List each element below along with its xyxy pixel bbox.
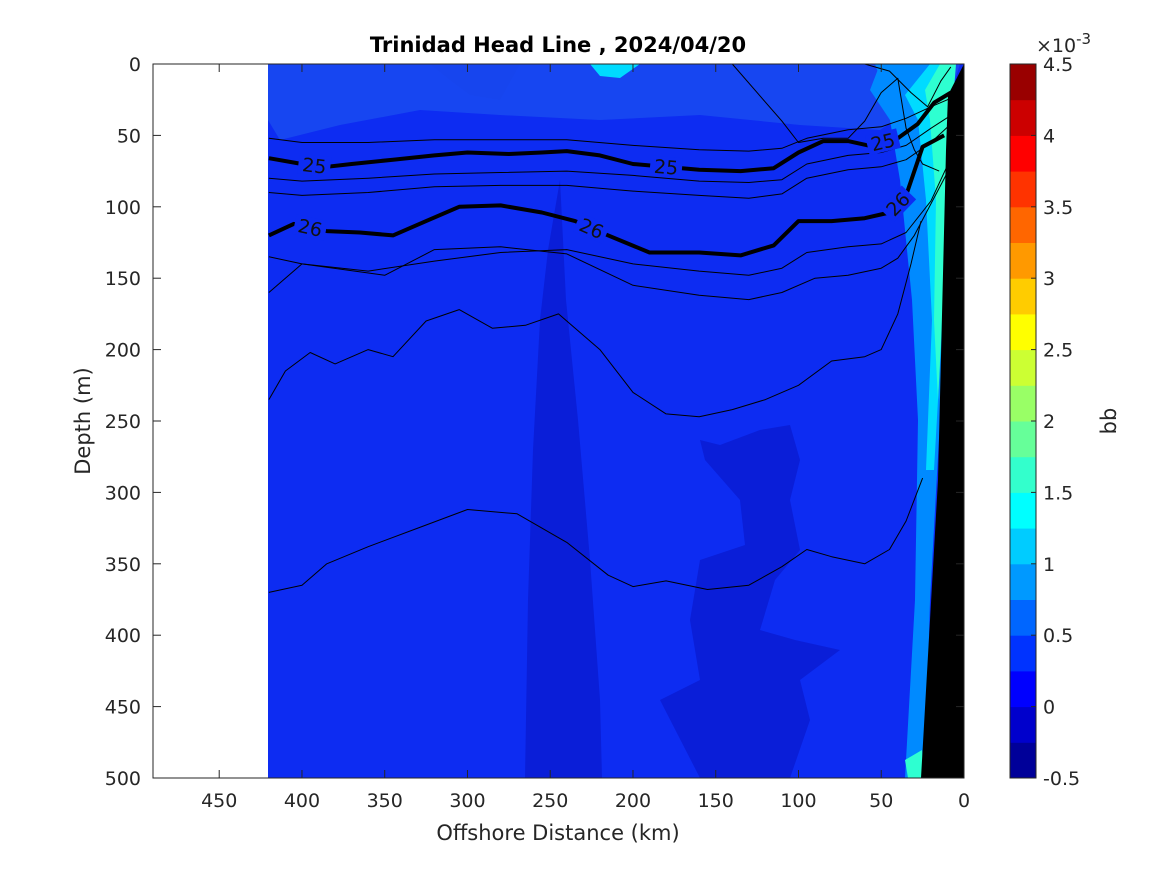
colorbar-swatch [1010, 385, 1036, 422]
y-tick-label: 50 [117, 125, 141, 147]
colorbar-label: bb [1097, 408, 1121, 435]
colorbar-swatch [1010, 349, 1036, 386]
colorbar-tick-label: 1 [1043, 554, 1055, 576]
x-tick-label: 450 [201, 790, 237, 812]
bottom-bb-spot [905, 750, 924, 778]
colorbar-swatch [1010, 599, 1036, 636]
contour-label: 26 [296, 215, 324, 242]
chart-title: Trinidad Head Line , 2024/04/20 [370, 33, 746, 57]
colorbar-swatch [1010, 171, 1036, 208]
x-axis-label: Offshore Distance (km) [436, 821, 679, 845]
colorbar-swatch [1010, 242, 1036, 279]
colorbar-swatch [1010, 742, 1036, 779]
y-tick-label: 250 [105, 411, 141, 433]
x-tick-label: 400 [284, 790, 320, 812]
colorbar-exponent-base: ×10 [1036, 35, 1076, 57]
colorbar-swatch [1010, 706, 1036, 743]
colorbar-swatch [1010, 313, 1036, 351]
x-tick-label: 350 [367, 790, 403, 812]
contour-label-gap [879, 185, 917, 223]
colorbar-swatch [1010, 64, 1036, 101]
low-bb-column [525, 180, 602, 778]
contour-label-gap [292, 214, 328, 241]
y-tick-label: 0 [129, 54, 141, 76]
colorbar-tick-label: 1.5 [1043, 482, 1073, 504]
contour-label: 25 [301, 154, 328, 179]
contour-label-gap [865, 128, 901, 156]
colorbar-swatch [1010, 492, 1036, 529]
colorbar-exponent-power: -3 [1076, 30, 1091, 48]
colorbar-swatch [1010, 135, 1036, 172]
bathymetry-seafloor [921, 64, 964, 778]
y-tick-label: 150 [105, 268, 141, 290]
contour-label-gap [572, 212, 611, 244]
near-surface-band [268, 64, 960, 140]
contour-line [268, 97, 951, 152]
y-axis-label: Depth (m) [71, 367, 95, 474]
contour-line [268, 133, 946, 258]
contour-label-gap [297, 153, 332, 178]
colorbar-swatch [1010, 456, 1036, 493]
colorbar-tick-label: 3 [1043, 268, 1055, 290]
bb-field-features [268, 64, 960, 778]
contour-line [268, 477, 924, 593]
y-tick-label: 500 [105, 768, 141, 790]
contour-line [731, 64, 940, 172]
colorbar-tick-label: 0 [1043, 697, 1055, 719]
y-tick-label: 100 [105, 197, 141, 219]
colorbar-swatch [1010, 421, 1036, 458]
contour-line [268, 123, 952, 199]
colorbar-ticks: -0.5 0 0.5 1 1.5 2 2.5 3 3.5 4 4.5 [1031, 54, 1080, 790]
contour-label-gap [649, 155, 683, 179]
colorbar-tick-label: -0.5 [1043, 768, 1080, 790]
y-tick-label: 450 [105, 697, 141, 719]
y-tick-label: 400 [105, 625, 141, 647]
x-tick-label: 100 [780, 790, 816, 812]
colorbar-swatch [1010, 99, 1036, 136]
contour-line [268, 172, 948, 301]
colorbar-exponent: ×10-3 [1036, 30, 1091, 57]
colorbar-swatch [1010, 206, 1036, 243]
colorbar-swatch [1010, 670, 1036, 708]
colorbar-swatch [1010, 563, 1036, 600]
x-tick-label: 50 [869, 790, 893, 812]
contour-line [864, 64, 952, 108]
colorbar-tick-label: 2.5 [1043, 340, 1073, 362]
x-tick-label: 200 [615, 790, 651, 812]
contour-label: 25 [653, 156, 679, 180]
y-tick-label: 200 [105, 340, 141, 362]
x-axis-ticks: 450 400 350 300 250 200 150 100 50 0 [201, 64, 970, 812]
colorbar [1010, 64, 1036, 779]
colorbar-tick-label: 2 [1043, 411, 1055, 433]
y-axis-ticks: 0 50 100 150 200 250 300 350 400 450 500 [105, 54, 964, 790]
colorbar-tick-label: 0.5 [1043, 625, 1073, 647]
low-bb-deep-patch [660, 425, 840, 778]
colorbar-tick-label: 3.5 [1043, 197, 1073, 219]
colorbar-swatch [1010, 635, 1036, 672]
bb-field-background [268, 64, 964, 778]
contour-line [268, 157, 952, 276]
y-tick-label: 300 [105, 482, 141, 504]
colorbar-swatch [1010, 278, 1036, 315]
contour-label: 25 [869, 129, 898, 156]
y-tick-label: 350 [105, 554, 141, 576]
x-tick-label: 250 [532, 790, 568, 812]
x-tick-label: 0 [958, 790, 970, 812]
colorbar-tick-label: 4.5 [1043, 54, 1073, 76]
colorbar-tick-label: 4 [1043, 125, 1055, 147]
surface-bb-spot [590, 64, 640, 78]
contour-line [268, 220, 922, 418]
x-tick-label: 300 [449, 790, 485, 812]
x-tick-label: 150 [698, 790, 734, 812]
colorbar-swatch [1010, 528, 1036, 565]
